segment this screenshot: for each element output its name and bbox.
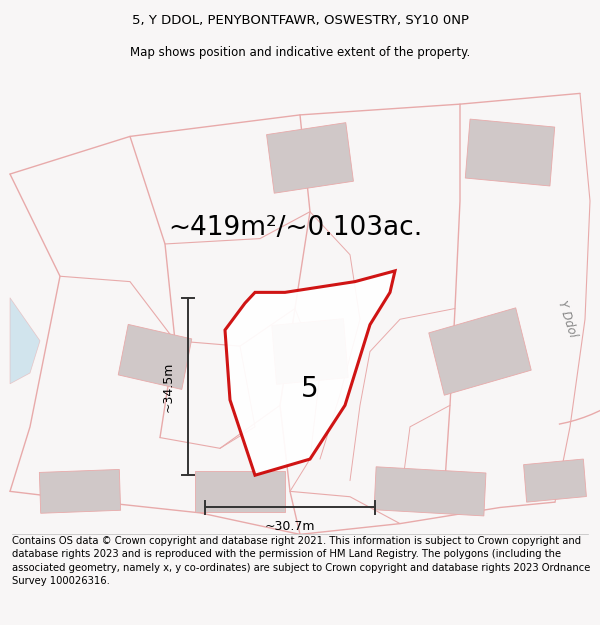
Text: Map shows position and indicative extent of the property.: Map shows position and indicative extent… — [130, 46, 470, 59]
Text: ~34.5m: ~34.5m — [161, 361, 175, 412]
Polygon shape — [10, 298, 40, 384]
Polygon shape — [266, 122, 353, 193]
Text: ~30.7m: ~30.7m — [265, 521, 315, 533]
Text: Contains OS data © Crown copyright and database right 2021. This information is : Contains OS data © Crown copyright and d… — [12, 536, 590, 586]
Polygon shape — [429, 308, 531, 395]
Polygon shape — [195, 471, 285, 512]
Polygon shape — [374, 467, 486, 516]
Text: 5, Y DDOL, PENYBONTFAWR, OSWESTRY, SY10 0NP: 5, Y DDOL, PENYBONTFAWR, OSWESTRY, SY10 … — [131, 14, 469, 28]
Polygon shape — [272, 319, 348, 384]
Polygon shape — [524, 459, 586, 502]
Text: 5: 5 — [301, 375, 319, 403]
Polygon shape — [40, 469, 121, 513]
Text: Y Ddol: Y Ddol — [555, 299, 579, 339]
Text: ~419m²/~0.103ac.: ~419m²/~0.103ac. — [168, 215, 422, 241]
Polygon shape — [118, 324, 192, 389]
Polygon shape — [225, 271, 395, 475]
Polygon shape — [465, 119, 555, 186]
